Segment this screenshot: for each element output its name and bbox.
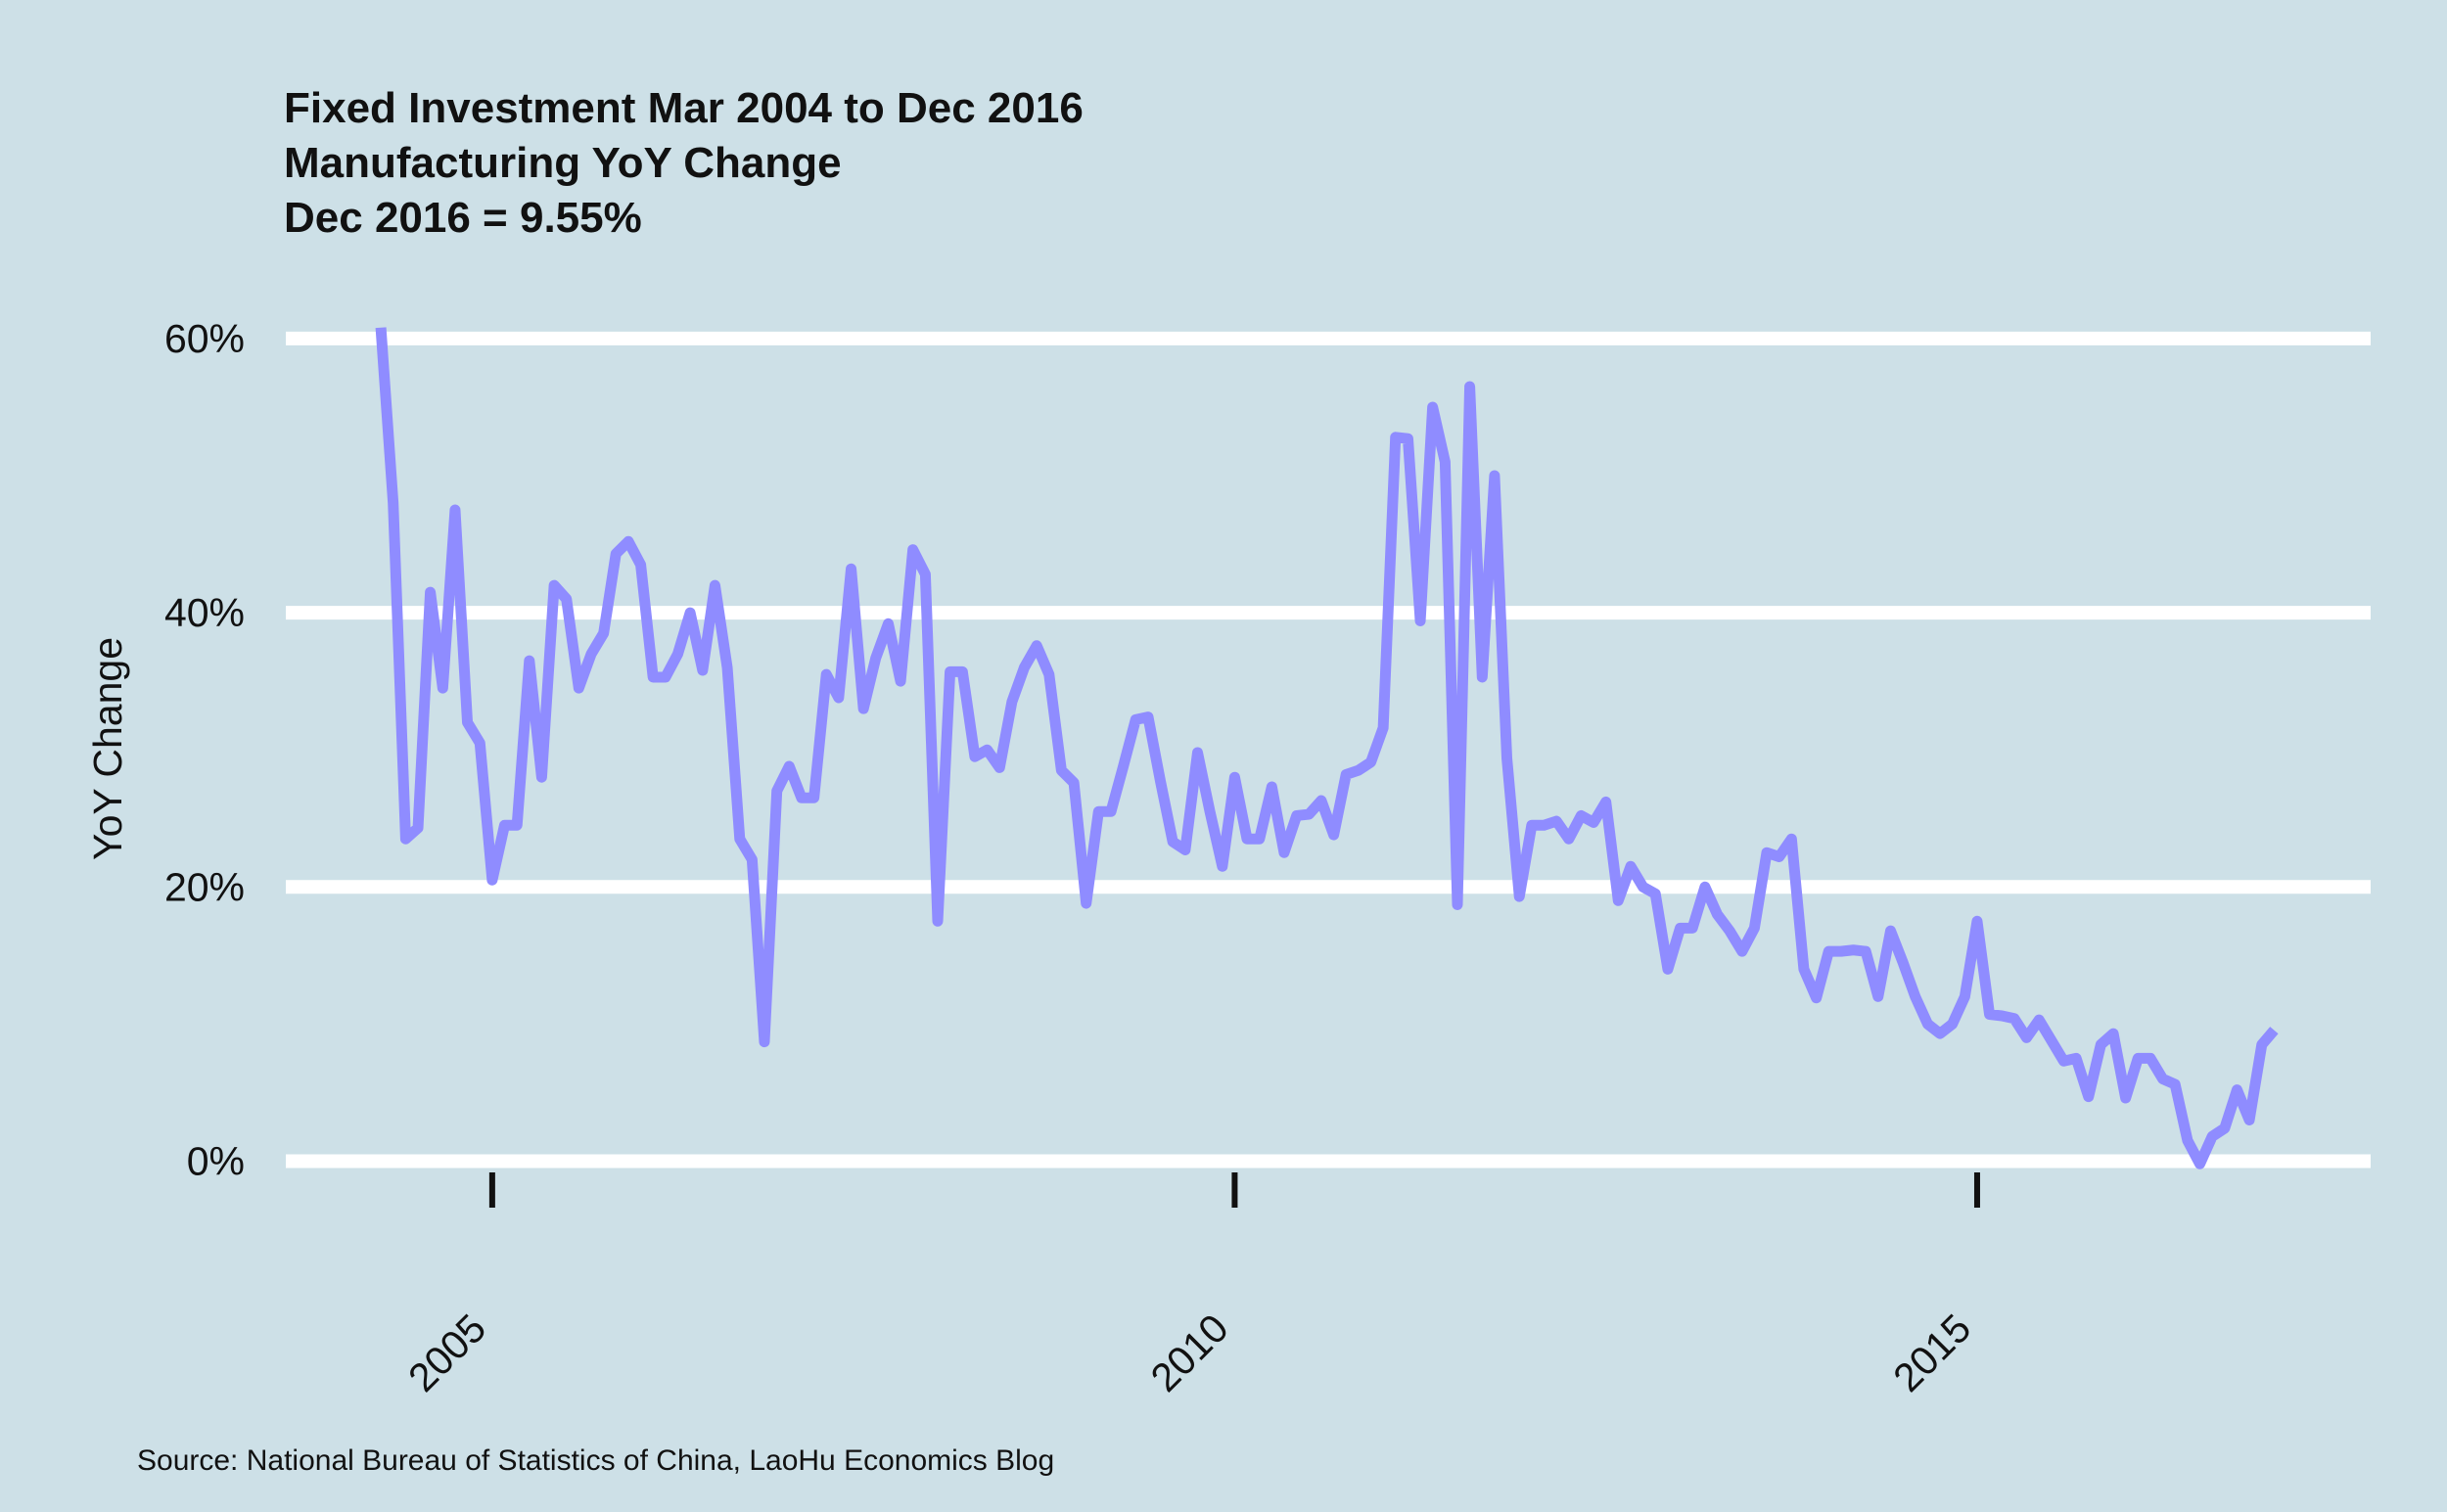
y-tick-label: 20% (164, 864, 245, 909)
chart-title: Fixed Investment Mar 2004 to Dec 2016 (284, 84, 1084, 132)
y-tick-label: 60% (164, 316, 245, 361)
chart-subtitle: Manufacturing YoY Change (284, 139, 842, 187)
annotation: Dec 2016 = 9.55% (284, 194, 642, 242)
y-tick-label: 40% (164, 590, 245, 635)
source: Source: National Bureau of Statistics of… (137, 1444, 1054, 1477)
y-axis-label: YoY Change (85, 637, 130, 860)
y-tick-label: 0% (187, 1138, 245, 1183)
data-line (375, 327, 2279, 1169)
